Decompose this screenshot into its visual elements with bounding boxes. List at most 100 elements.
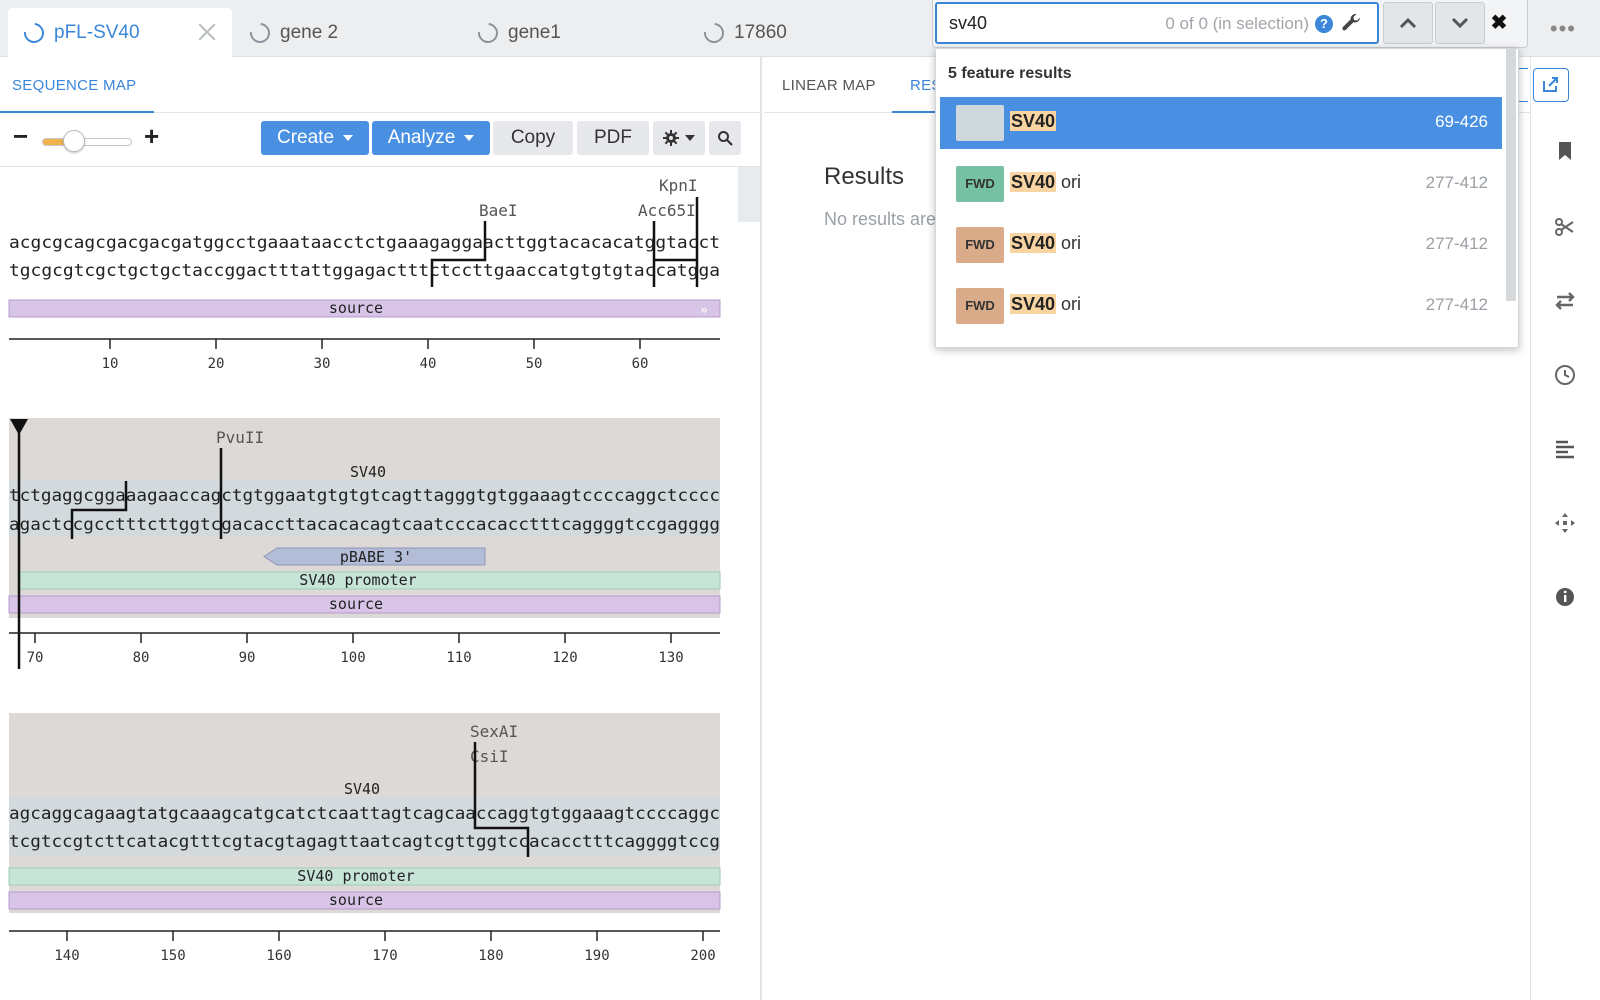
feature-sv40-promoter[interactable] <box>8 867 721 886</box>
scissors-icon[interactable] <box>1553 215 1577 239</box>
chevron-up-icon <box>1399 17 1417 29</box>
feature-pbabe-3[interactable] <box>263 547 486 566</box>
enzyme-label-sexai[interactable]: SexAI <box>470 722 518 741</box>
close-find-button[interactable]: ✖ <box>1490 12 1508 34</box>
sequence-row-3: SexAI CsiI SV40 agcaggcagaagtatgcaaagcat… <box>8 713 721 964</box>
feature-source[interactable] <box>8 891 721 910</box>
ruler-tick-label: 190 <box>584 948 609 964</box>
feature-result-item[interactable]: FWD SV40 ori 277-412 <box>940 219 1502 271</box>
tab-gene1[interactable]: gene1 <box>473 8 678 57</box>
tab-label: gene1 <box>508 21 561 43</box>
caret-down-icon <box>464 135 475 141</box>
feature-label-sv40-promoter: SV40 promoter <box>299 571 416 589</box>
dropdown-scrollbar[interactable] <box>1506 49 1516 301</box>
sequence-map-view[interactable]: KpnI BaeI Acc65I acgcgcagcgacgacgatggcct… <box>0 167 742 1000</box>
enzyme-label-baei[interactable]: BaeI <box>479 201 518 220</box>
feature-result-name: SV40 <box>1010 111 1057 132</box>
find-previous-button[interactable] <box>1383 2 1433 44</box>
sequence-toolbar: − + Create Analyze Copy PDF <box>0 113 760 167</box>
feature-label-source: source <box>329 299 383 317</box>
feature-result-range: 277-412 <box>1425 234 1488 253</box>
tab-label: gene 2 <box>280 21 339 43</box>
bookmark-icon[interactable] <box>1553 139 1577 163</box>
tab-sequence-map[interactable]: SEQUENCE MAP <box>12 77 137 94</box>
tab-gene-2[interactable]: gene 2 <box>245 8 450 57</box>
ruler-tick-label: 70 <box>27 650 44 666</box>
top-strand[interactable]: tctgaggcggaaagaaccagctgtggaatgtgtgtcagtt… <box>9 485 720 505</box>
enzyme-label-acc65i[interactable]: Acc65I <box>638 201 696 220</box>
feature-result-range: 277-412 <box>1425 173 1488 192</box>
tab-label: 17860 <box>734 21 787 43</box>
pdf-button[interactable]: PDF <box>577 121 649 155</box>
help-icon[interactable]: ? <box>1315 15 1333 33</box>
close-tab-icon[interactable] <box>196 21 218 43</box>
enzyme-label-pvuii[interactable]: PvuII <box>216 428 264 447</box>
continues-arrow-icon: » <box>700 303 708 318</box>
move-icon[interactable] <box>1553 511 1577 535</box>
ruler-tick-label: 110 <box>446 650 471 666</box>
bottom-strand[interactable]: tgcgcgtcgctgctgctaccggactttattggagactttc… <box>9 260 720 280</box>
tab-label: pFL-SV40 <box>54 21 140 43</box>
bottom-strand[interactable]: tcgtccgtcttcatacgtttcgtacgtagagttaatcagt… <box>9 831 720 851</box>
zoom-in-icon[interactable]: + <box>144 121 160 151</box>
feature-results-dropdown: 5 feature results SV40 69-426 FWD SV40 ori 2… <box>935 48 1519 348</box>
ruler-tick-label: 20 <box>208 356 225 372</box>
search-match-highlight: SV40 <box>1010 111 1057 131</box>
feature-result-name: SV40 ori <box>1010 294 1082 314</box>
feature-color-swatch: FWD <box>956 227 1004 263</box>
top-strand[interactable]: agcaggcagaagtatgcaaagcatgcatctcaattagtca… <box>9 803 720 823</box>
wrench-icon[interactable] <box>1339 11 1363 35</box>
enzyme-label-csii[interactable]: CsiI <box>470 747 509 766</box>
feature-result-item[interactable]: FWD SV40 ori 277-412 <box>940 280 1502 332</box>
search-button[interactable] <box>709 121 741 155</box>
feature-label-sv40[interactable]: SV40 <box>344 780 380 798</box>
find-next-button[interactable] <box>1435 2 1485 44</box>
bottom-strand[interactable]: agactccgcctttcttggtcgacaccttacacacagtcaa… <box>9 514 720 534</box>
more-options-icon[interactable]: ••• <box>1549 16 1576 41</box>
search-match-highlight: SV40 <box>1010 294 1057 314</box>
sequence-row-1: KpnI BaeI Acc65I acgcgcagcgacgacgatggcct… <box>8 176 721 372</box>
feature-source[interactable] <box>8 595 721 614</box>
feature-color-swatch: FWD <box>956 288 1004 324</box>
swap-icon[interactable] <box>1553 289 1577 313</box>
top-strand[interactable]: acgcgcagcgacgacgatggcctgaaataacctctgaaag… <box>9 232 720 252</box>
feature-result-item[interactable]: FWD SV40 ori 277-412 <box>940 158 1502 210</box>
ruler-tick-label: 60 <box>632 356 649 372</box>
ruler-tick-label: 170 <box>372 948 397 964</box>
tab-pfl-sv40[interactable]: pFL-SV40 <box>8 8 232 57</box>
find-field[interactable]: 0 of 0 (in selection) ? <box>935 2 1379 44</box>
feature-label-sv40[interactable]: SV40 <box>350 463 386 481</box>
zoom-slider[interactable] <box>42 138 132 146</box>
analyze-button[interactable]: Analyze <box>372 121 490 155</box>
cut-site-sexai <box>473 742 530 857</box>
tab-17860[interactable]: 17860 <box>699 8 904 57</box>
ruler-tick-label: 10 <box>102 356 119 372</box>
zoom-slider-fill <box>43 139 65 145</box>
copy-button[interactable]: Copy <box>493 121 573 155</box>
find-input[interactable] <box>949 4 1129 42</box>
chevron-down-icon <box>1451 17 1469 29</box>
ruler-tick-label: 180 <box>478 948 503 964</box>
align-icon[interactable] <box>1553 437 1577 461</box>
tab-linear-map[interactable]: LINEAR MAP <box>782 77 876 94</box>
left-panel-tabs: SEQUENCE MAP <box>0 57 760 113</box>
ruler-ticks: 140 150 160 170 180 190 200 <box>54 931 716 964</box>
feature-result-name: SV40 ori <box>1010 233 1082 253</box>
history-icon[interactable] <box>1553 363 1577 387</box>
search-icon <box>718 131 733 146</box>
create-button-label: Create <box>276 127 335 148</box>
feature-result-item[interactable]: SV40 69-426 <box>940 97 1502 149</box>
export-button[interactable] <box>1533 68 1569 102</box>
ruler-tick-label: 160 <box>266 948 291 964</box>
info-icon[interactable] <box>1553 585 1577 609</box>
settings-button[interactable] <box>653 121 705 155</box>
analyze-button-label: Analyze <box>387 127 456 148</box>
sequence-scrollbar[interactable] <box>738 167 760 222</box>
feature-result-range: 277-412 <box>1425 295 1488 314</box>
zoom-out-icon[interactable]: − <box>13 121 29 151</box>
create-button[interactable]: Create <box>261 121 369 155</box>
zoom-slider-handle[interactable] <box>63 130 85 152</box>
enzyme-label-kpni[interactable]: KpnI <box>659 176 698 195</box>
ruler-tick-label: 150 <box>160 948 185 964</box>
feature-source[interactable] <box>8 299 721 318</box>
